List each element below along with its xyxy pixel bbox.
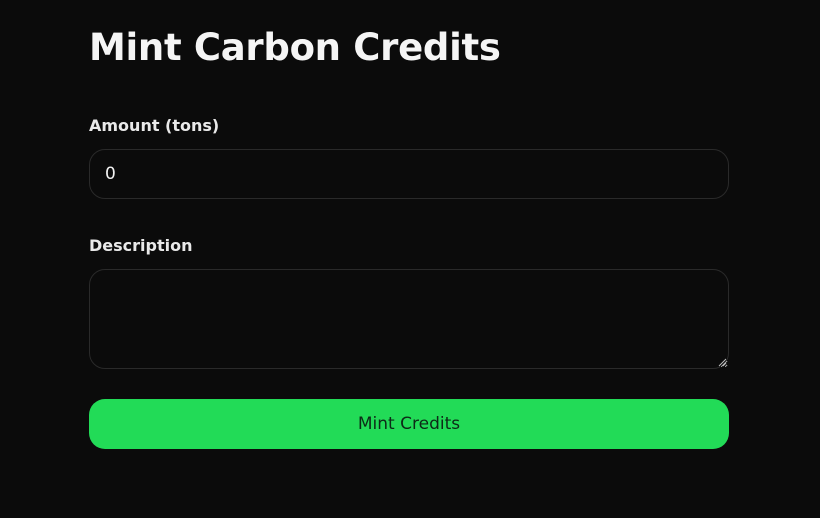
description-textarea[interactable]	[89, 269, 729, 369]
page-title: Mint Carbon Credits	[89, 26, 501, 69]
amount-input[interactable]	[89, 149, 729, 199]
mint-credits-button[interactable]: Mint Credits	[89, 399, 729, 449]
description-label: Description	[89, 236, 193, 255]
amount-label: Amount (tons)	[89, 116, 220, 135]
